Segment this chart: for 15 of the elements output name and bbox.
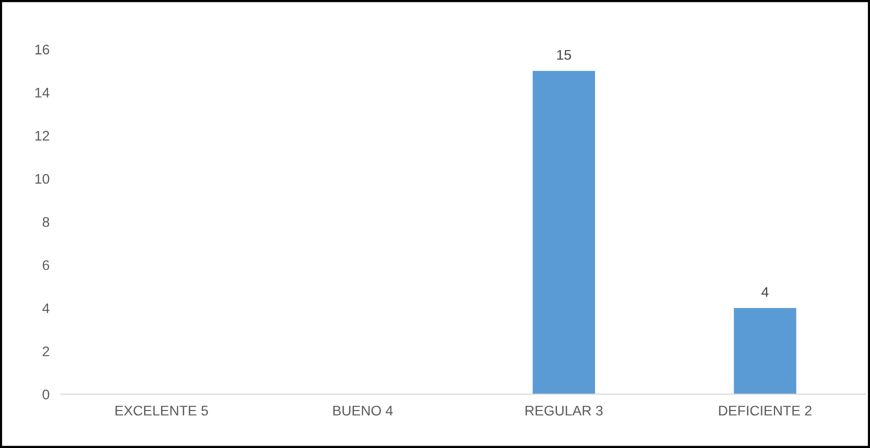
y-tick-label: 8	[42, 217, 50, 227]
x-tick-label: BUENO 4	[333, 406, 393, 416]
y-tick-label: 16	[35, 44, 50, 54]
y-tick-label: 12	[35, 130, 50, 141]
y-tick-label: 14	[35, 88, 50, 98]
x-tick-label: REGULAR 3	[526, 406, 603, 416]
data-label: 15	[557, 50, 572, 60]
data-label: 4	[762, 287, 769, 297]
y-tick-label: 10	[35, 174, 50, 184]
x-tick-label: DEFICIENTE 2	[719, 406, 812, 416]
y-tick-label: 6	[42, 260, 50, 270]
y-tick-label: 2	[42, 346, 50, 356]
y-tick-label: 4	[42, 303, 50, 314]
y-tick-label: 0	[42, 390, 50, 400]
x-tick-label: EXCELENTE 5	[116, 406, 208, 416]
